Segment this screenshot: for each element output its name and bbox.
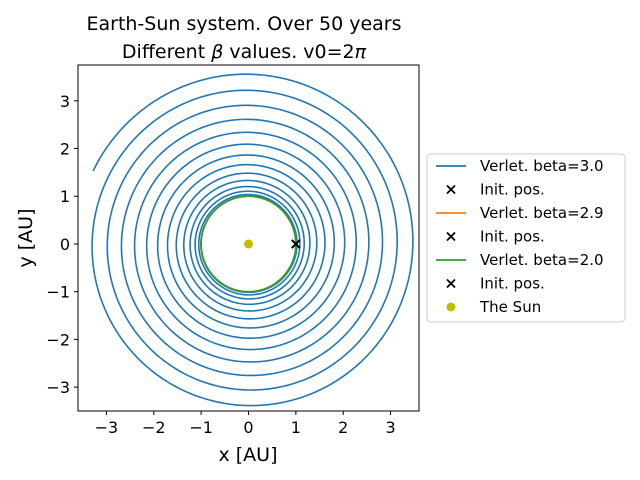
x-tick-label-6: 3: [385, 418, 395, 437]
chart-title-line1: Earth-Sun system. Over 50 years: [86, 13, 401, 35]
x-tick-label-1: −2: [142, 418, 166, 437]
legend-label-0: Verlet. beta=3.0: [480, 157, 604, 175]
legend-handle-3: [446, 231, 456, 242]
init-pos-marker-5-0: [291, 239, 301, 249]
legend-handle-6: [446, 302, 456, 312]
y-tick-label-0: −3: [46, 378, 70, 397]
legend-box: [426, 153, 626, 323]
chart-title-line2: Different β values. v0=2π: [122, 41, 367, 63]
legend-handle-5: [446, 278, 456, 289]
legend: Verlet. beta=3.0 Init. pos. Verlet. beta=2…: [426, 153, 626, 323]
x-tick-label-4: 1: [291, 418, 301, 437]
x-tick-label-0: −3: [95, 418, 119, 437]
y-tick-label-1: −2: [46, 330, 70, 349]
y-tick-label-5: 2: [60, 140, 70, 159]
y-tick-label-2: −1: [46, 283, 70, 302]
legend-label-4: Verlet. beta=2.0: [480, 251, 604, 269]
y-tick-label-4: 1: [60, 187, 70, 206]
legend-label-5: Init. pos.: [480, 275, 545, 293]
plot-area: [91, 73, 414, 407]
series-line-4: [200, 195, 297, 293]
x-axis-label: x [AU]: [218, 444, 277, 466]
x-tick-label-5: 2: [338, 418, 348, 437]
y-tick-label-3: 0: [60, 235, 70, 254]
series-line-0: [91, 73, 414, 407]
y-tick-label-6: 3: [60, 92, 70, 111]
legend-handle-1: [446, 184, 456, 195]
legend-label-2: Verlet. beta=2.9: [480, 204, 604, 222]
legend-label-3: Init. pos.: [480, 228, 545, 246]
legend-label-1: Init. pos.: [480, 181, 545, 199]
legend-label-6: The Sun: [479, 298, 541, 316]
x-tick-label-3: 0: [243, 418, 253, 437]
sun-marker-0: [244, 239, 253, 249]
y-axis-label: y [AU]: [15, 208, 37, 267]
axis-ticks: −3 −2 −1 0 1 2 3 −3 −2 −1 0 1 2 3: [46, 92, 395, 437]
x-tick-label-2: −1: [189, 418, 213, 437]
